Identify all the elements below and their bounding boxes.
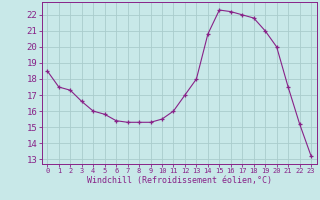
- X-axis label: Windchill (Refroidissement éolien,°C): Windchill (Refroidissement éolien,°C): [87, 176, 272, 185]
